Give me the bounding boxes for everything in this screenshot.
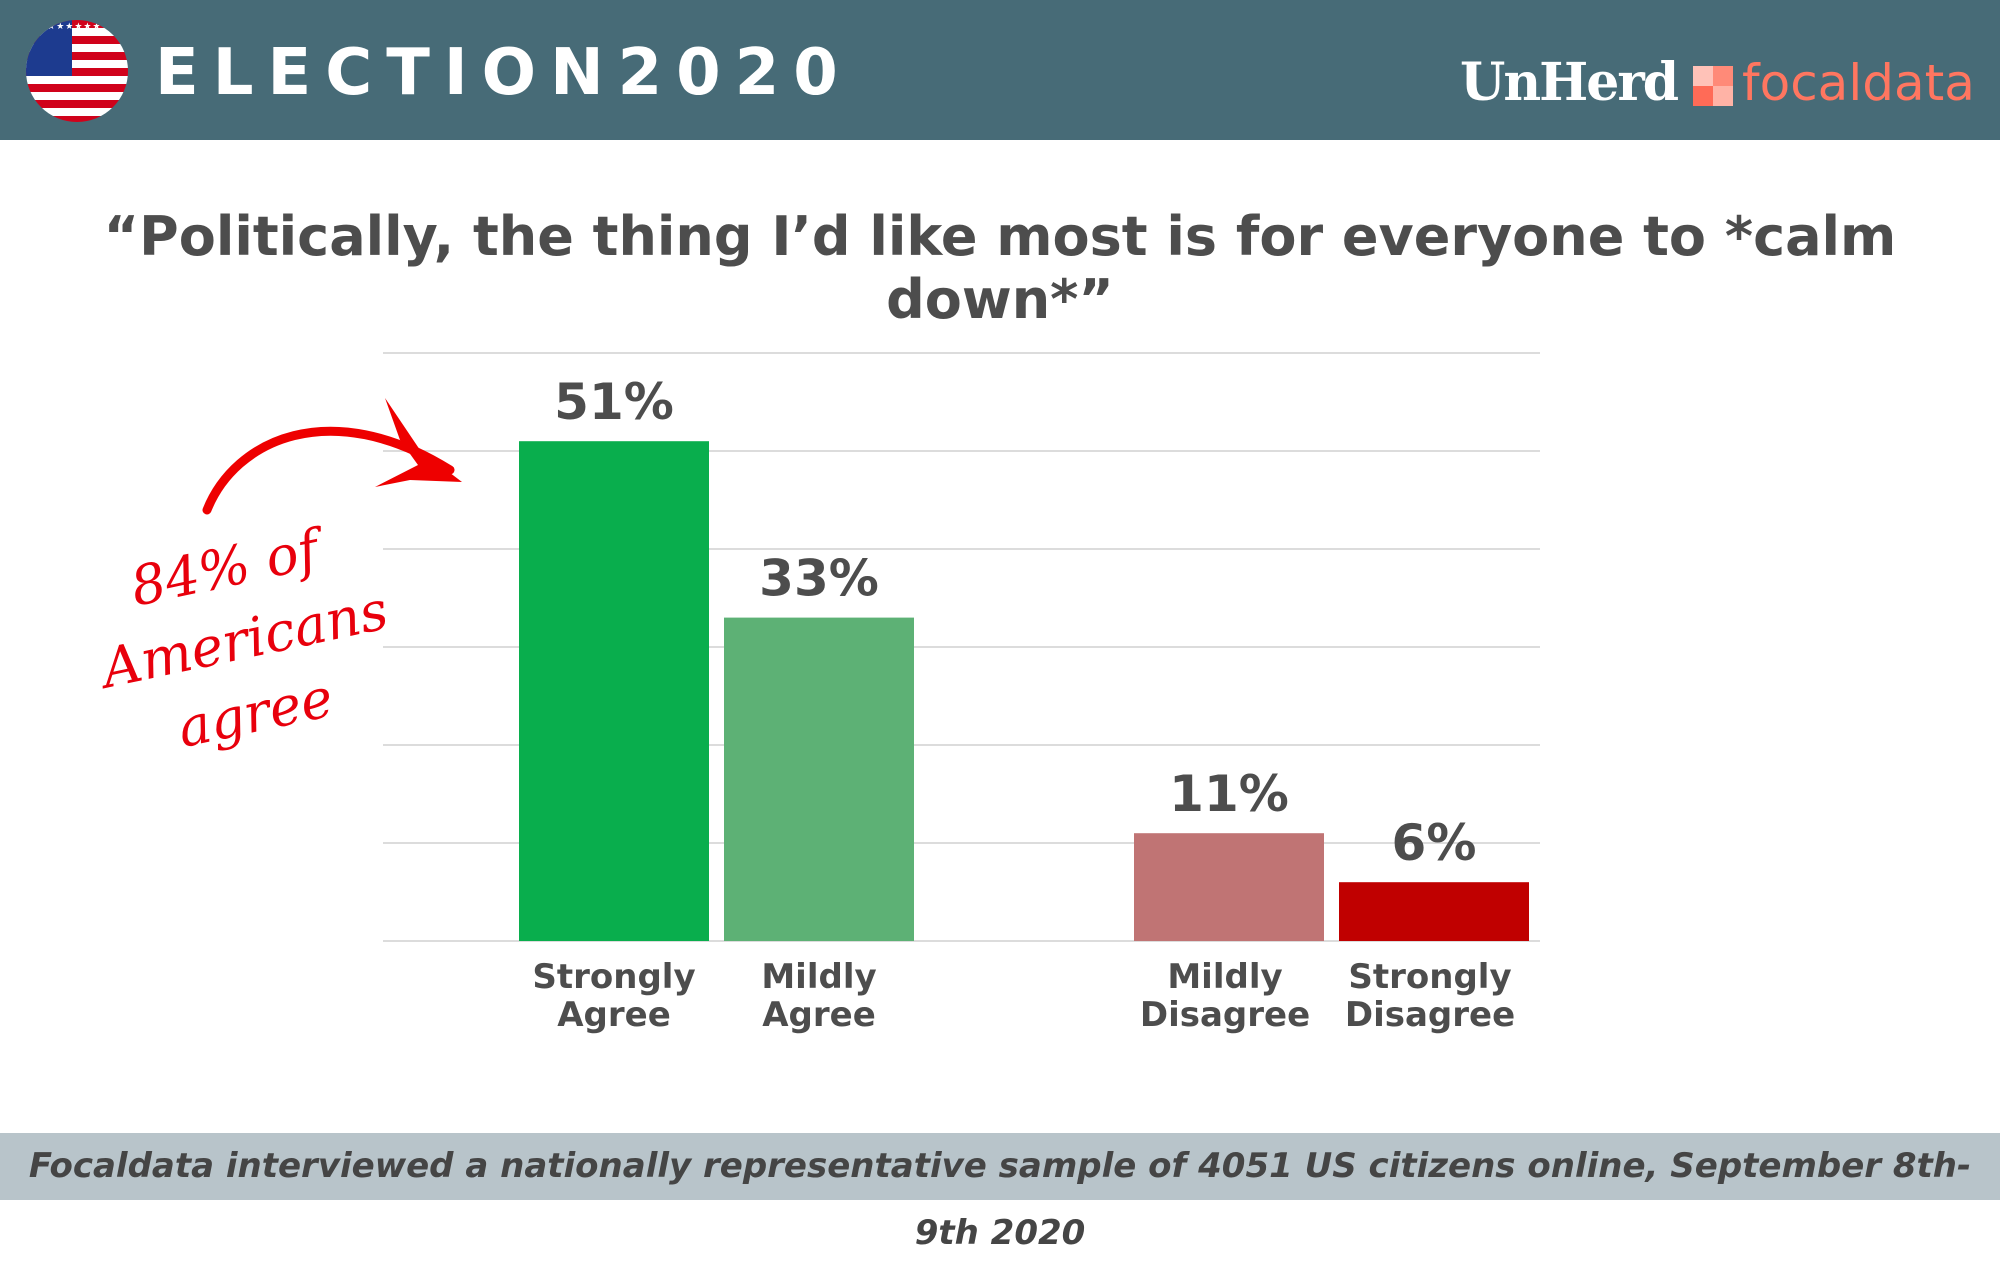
us-flag-icon: ★★★★★★★★★★★★★★★★★★★★ [26,20,128,122]
chart-title: “Politically, the thing I’d like most is… [103,205,1897,331]
unherd-logo: UnHerd [1460,52,1679,113]
header-bar: ★★★★★★★★★★★★★★★★★★★★ ELECTION2020 UnHerd… [0,0,2000,140]
category-label: Mildly [761,957,876,997]
bar-3 [1339,882,1529,941]
focaldata-icon [1693,66,1733,106]
election-2020-logo: ELECTION2020 [155,36,852,110]
bar-2 [1134,833,1324,941]
data-label: 33% [759,550,879,608]
category-label: Strongly [532,957,695,997]
category-label: Agree [762,995,876,1035]
bar-chart: 51%StronglyAgree33%MildlyAgree11%MildlyD… [383,352,1540,1035]
category-label: Disagree [1140,995,1310,1035]
bar-0 [519,441,709,941]
category-label: Agree [557,995,671,1035]
category-label: Mildly [1167,957,1282,997]
arrow-icon [202,398,462,515]
category-label: Strongly [1348,957,1511,997]
source-footer: Focaldata interviewed a nationally repre… [0,1133,2000,1253]
bar-1 [724,617,914,941]
data-label: 51% [554,373,674,431]
data-label: 6% [1392,814,1477,872]
data-label: 11% [1169,765,1289,823]
category-label: Disagree [1345,995,1515,1035]
focaldata-logo: focaldata [1742,54,1975,112]
